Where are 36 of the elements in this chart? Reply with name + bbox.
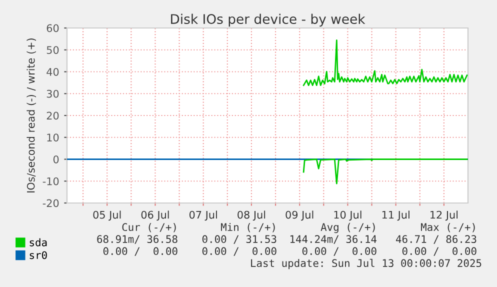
y-tick-label: 10: [47, 134, 59, 142]
x-tick-label: 05 Jul: [93, 210, 121, 221]
line-series: [302, 158, 468, 184]
x-tick-label: 11 Jul: [382, 210, 410, 221]
x-tick-label: 06 Jul: [141, 210, 169, 221]
text: Avg (-/+): [320, 222, 375, 234]
y-tick-label: 50: [46, 46, 59, 54]
x-tick-label: 08 Jul: [238, 210, 266, 221]
y-tick-label: 20: [46, 112, 59, 120]
text: 144.24m/ 36.14: [290, 235, 377, 244]
text: 0.00 / 0.00: [402, 247, 476, 256]
x-tick-label: 12 Jul: [430, 210, 458, 221]
text: Cur (-/+): [122, 223, 176, 232]
y-tick-label: 60: [46, 24, 59, 32]
x-tick-label: 10 Jul: [334, 210, 362, 221]
y-tick-label: -20: [42, 199, 59, 208]
y-tick-label: 40: [46, 68, 59, 76]
legend-label: sda: [30, 238, 47, 246]
legend-label: sr0: [30, 251, 47, 260]
text: 0.00 / 0.00: [202, 247, 276, 256]
x-tick-label: 07 Jul: [189, 210, 217, 221]
text: 0.00 / 31.53: [202, 235, 276, 244]
y-tick-label: 30: [46, 90, 59, 98]
line-series: [302, 40, 468, 86]
text: 68.91m/ 36.58: [97, 235, 178, 244]
y-tick-label: -10: [42, 177, 59, 186]
text: Min (-/+): [220, 222, 275, 232]
y-axis-title: IOs/second read (-) / write (+): [26, 38, 36, 192]
text: 46.71 / 86.23: [396, 235, 476, 244]
y-tick-label: 0: [53, 155, 59, 164]
text: 0.00 / 0.00: [302, 247, 376, 256]
text: Max (-/+): [420, 223, 475, 232]
text: Last update: Sun Jul 13 00:00:07 2025: [251, 258, 482, 270]
x-tick-label: 09 Jul: [286, 210, 314, 221]
text: 0.00 / 0.00: [103, 247, 178, 256]
chart-title: Disk IOs per device - by week: [171, 14, 366, 27]
